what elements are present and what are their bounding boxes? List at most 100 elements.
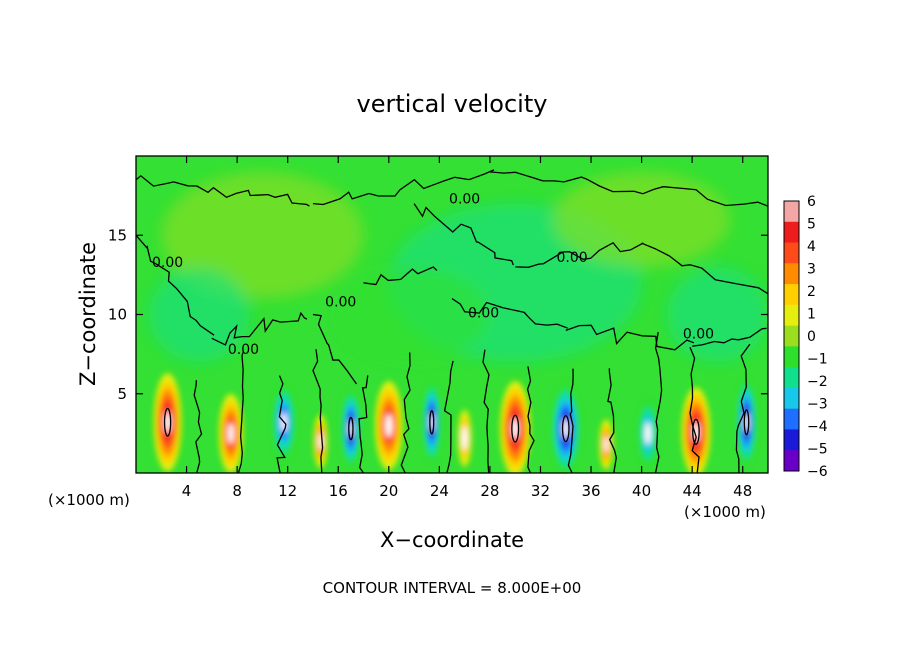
- zero-contour-line: [312, 313, 358, 385]
- cell-level-ring: [227, 423, 234, 444]
- contour-label: 0.00: [683, 326, 714, 342]
- core-contour: [348, 416, 354, 441]
- cell-level-ring: [562, 418, 569, 439]
- contour-labels: 0.00 0.00 0.00 0.00 0.00 0.00 0.00: [152, 192, 714, 359]
- field-patch: [161, 171, 364, 299]
- y-tick-label: 10: [108, 306, 127, 324]
- velocity-cell: [422, 381, 441, 464]
- colorbar: 6 5 4 3 2 1 0 −1 −2 −3 −4 −5 −6: [783, 194, 828, 480]
- colorbar-frame: [783, 200, 800, 472]
- y-axis-label: Z−coordinate: [76, 242, 100, 386]
- field-cells-layer: [153, 373, 757, 473]
- zero-contour-line: [413, 203, 514, 266]
- colorbar-swatch: [784, 429, 799, 451]
- zero-contours: [136, 169, 768, 473]
- x-tick-label: 4: [182, 482, 192, 500]
- colorbar-swatch: [784, 284, 799, 306]
- velocity-cell: [374, 381, 403, 470]
- core-contour: [511, 414, 520, 443]
- cell-level-ring: [164, 411, 171, 434]
- zero-contour-line: [515, 241, 644, 268]
- zero-contour-line: [276, 375, 287, 473]
- zero-contour-line: [136, 234, 215, 336]
- plot-area: 0.00 0.00 0.00 0.00 0.00 0.00 0.00: [136, 156, 768, 473]
- chart-title: vertical velocity: [357, 90, 548, 118]
- cell-level-ring: [348, 419, 353, 438]
- zero-contour-line: [363, 266, 438, 286]
- zero-contour-line: [237, 351, 245, 473]
- zero-contour-line: [451, 298, 569, 329]
- x-unit-left: (×1000 m): [48, 491, 130, 509]
- velocity-cell: [599, 419, 614, 470]
- colorbar-swatch: [784, 242, 799, 264]
- core-contour: [692, 418, 700, 445]
- colorbar-label: 3: [807, 262, 816, 278]
- cell-level-ring: [511, 418, 519, 440]
- colorbar-label: 5: [807, 217, 816, 233]
- zero-contour-line: [482, 349, 490, 473]
- colorbar-label: −6: [807, 464, 828, 480]
- cell-level-ring: [429, 413, 434, 432]
- zero-contour-line: [193, 380, 203, 473]
- x-tick-label: 20: [379, 482, 398, 500]
- x-tick-label: 16: [329, 482, 348, 500]
- x-unit-right: (×1000 m): [684, 503, 766, 521]
- zero-contour-line: [136, 174, 310, 207]
- cell-level-ring: [385, 413, 393, 437]
- velocity-cell: [637, 398, 659, 469]
- colorbar-label: −3: [807, 397, 828, 413]
- field-patch: [553, 171, 731, 267]
- x-tick-label: 24: [430, 482, 449, 500]
- contour-label: 0.00: [468, 306, 499, 322]
- velocity-cell: [153, 373, 182, 472]
- x-axis: 4 8 12 16 20 24 28 32 36 40 44 48: [182, 156, 752, 500]
- x-tick-label: 48: [733, 482, 752, 500]
- contour-label: 0.00: [449, 192, 480, 208]
- contour-label: 0.00: [152, 255, 183, 271]
- cell-level-ring: [692, 422, 700, 442]
- field-patch: [666, 266, 768, 363]
- x-tick-label: 32: [531, 482, 550, 500]
- colorbar-label: 6: [807, 194, 816, 210]
- colorbar-label: −5: [807, 442, 828, 458]
- colorbar-swatch: [784, 221, 799, 244]
- colorbar-label: −1: [807, 352, 828, 368]
- y-axis: 5 10 15: [108, 226, 768, 403]
- zero-contour-line: [443, 360, 454, 473]
- colorbar-swatch: [784, 325, 799, 347]
- velocity-cell: [551, 382, 581, 473]
- zero-contour-line: [567, 368, 574, 473]
- colorbar-label: 2: [807, 284, 816, 300]
- cell-level-ring: [744, 412, 749, 432]
- cell-level-ring: [461, 426, 468, 450]
- field-patch: [338, 266, 490, 363]
- x-tick-label: 8: [232, 482, 242, 500]
- zero-contour-line: [654, 331, 663, 473]
- x-tick-label: 44: [683, 482, 702, 500]
- core-contour: [429, 410, 435, 435]
- colorbar-swatch: [784, 201, 799, 223]
- contour-label: 0.00: [228, 342, 259, 358]
- x-tick-label: 36: [581, 482, 600, 500]
- core-contour: [743, 409, 750, 436]
- core-contour: [163, 407, 172, 437]
- colorbar-swatch: [784, 263, 799, 285]
- core-contour: [561, 415, 570, 443]
- zero-contour-line: [607, 368, 617, 473]
- zero-contour-line: [692, 327, 767, 347]
- y-tick-label: 5: [117, 385, 127, 403]
- field-patch: [148, 266, 250, 363]
- colorbar-swatch: [784, 367, 799, 389]
- zero-contour-line: [689, 346, 700, 473]
- colorbar-label: 0: [807, 329, 816, 345]
- y-tick-label: 15: [108, 226, 127, 244]
- colorbar-swatch: [784, 408, 799, 430]
- velocity-cell: [341, 388, 361, 469]
- x-tick-label: 28: [480, 482, 499, 500]
- x-tick-label: 40: [632, 482, 651, 500]
- cell-level-ring: [603, 436, 609, 453]
- velocity-cell: [218, 393, 243, 473]
- zero-contour-line: [489, 171, 768, 207]
- colorbar-swatch: [784, 450, 799, 472]
